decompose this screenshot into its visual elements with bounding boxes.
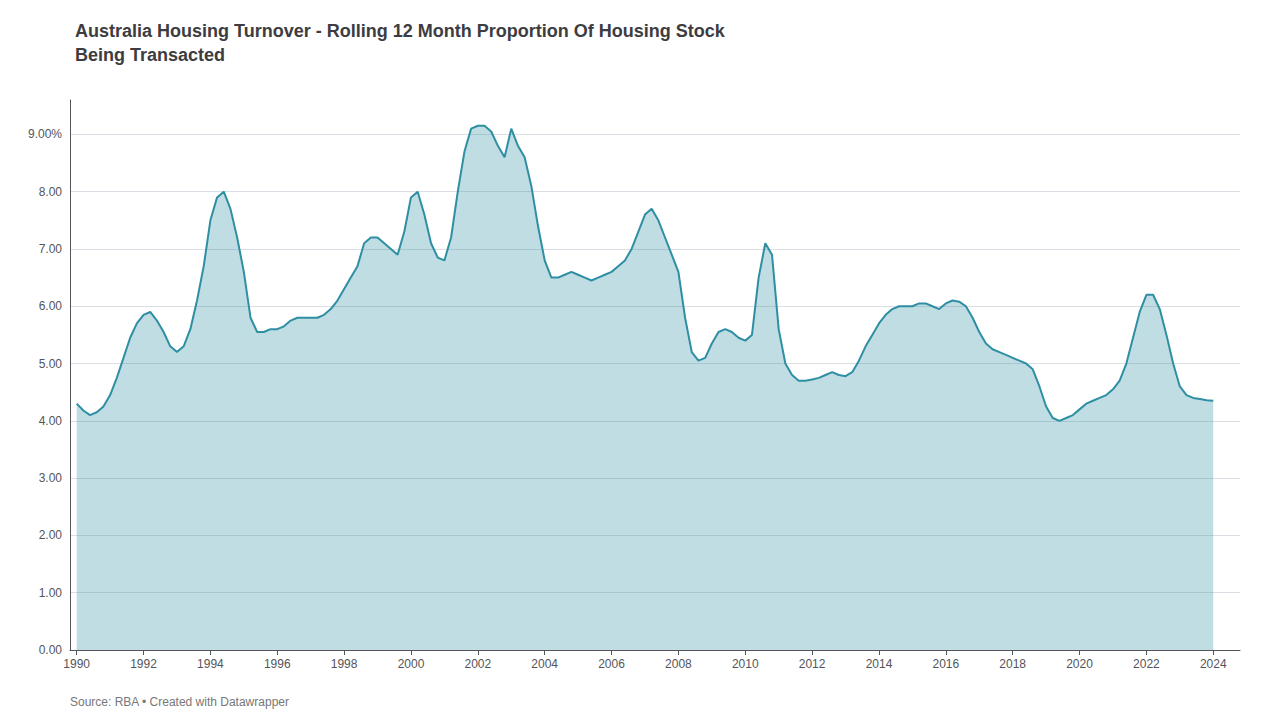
svg-text:1994: 1994: [197, 657, 224, 671]
svg-text:1998: 1998: [331, 657, 358, 671]
svg-text:2002: 2002: [464, 657, 491, 671]
svg-text:6.00: 6.00: [39, 299, 63, 313]
svg-text:7.00: 7.00: [39, 242, 63, 256]
svg-text:2004: 2004: [531, 657, 558, 671]
svg-text:2016: 2016: [932, 657, 959, 671]
svg-text:1.00: 1.00: [39, 586, 63, 600]
svg-text:5.00: 5.00: [39, 357, 63, 371]
svg-text:2022: 2022: [1133, 657, 1160, 671]
svg-text:Source: RBA • Created with Dat: Source: RBA • Created with Datawrapper: [70, 695, 289, 709]
svg-text:2000: 2000: [398, 657, 425, 671]
svg-text:2006: 2006: [598, 657, 625, 671]
svg-text:Being Transacted: Being Transacted: [75, 45, 225, 65]
svg-text:2010: 2010: [732, 657, 759, 671]
svg-text:4.00: 4.00: [39, 414, 63, 428]
svg-text:2024: 2024: [1200, 657, 1227, 671]
svg-text:2008: 2008: [665, 657, 692, 671]
svg-text:2012: 2012: [799, 657, 826, 671]
svg-text:Australia Housing Turnover - R: Australia Housing Turnover - Rolling 12 …: [75, 21, 726, 41]
svg-text:3.00: 3.00: [39, 471, 63, 485]
svg-text:2020: 2020: [1066, 657, 1093, 671]
svg-text:2018: 2018: [999, 657, 1026, 671]
svg-text:2.00: 2.00: [39, 528, 63, 542]
svg-text:2014: 2014: [866, 657, 893, 671]
svg-text:9.00%: 9.00%: [28, 127, 62, 141]
svg-text:1990: 1990: [63, 657, 90, 671]
svg-text:0.00: 0.00: [39, 643, 63, 657]
svg-text:8.00: 8.00: [39, 185, 63, 199]
svg-text:1996: 1996: [264, 657, 291, 671]
svg-text:1992: 1992: [130, 657, 157, 671]
